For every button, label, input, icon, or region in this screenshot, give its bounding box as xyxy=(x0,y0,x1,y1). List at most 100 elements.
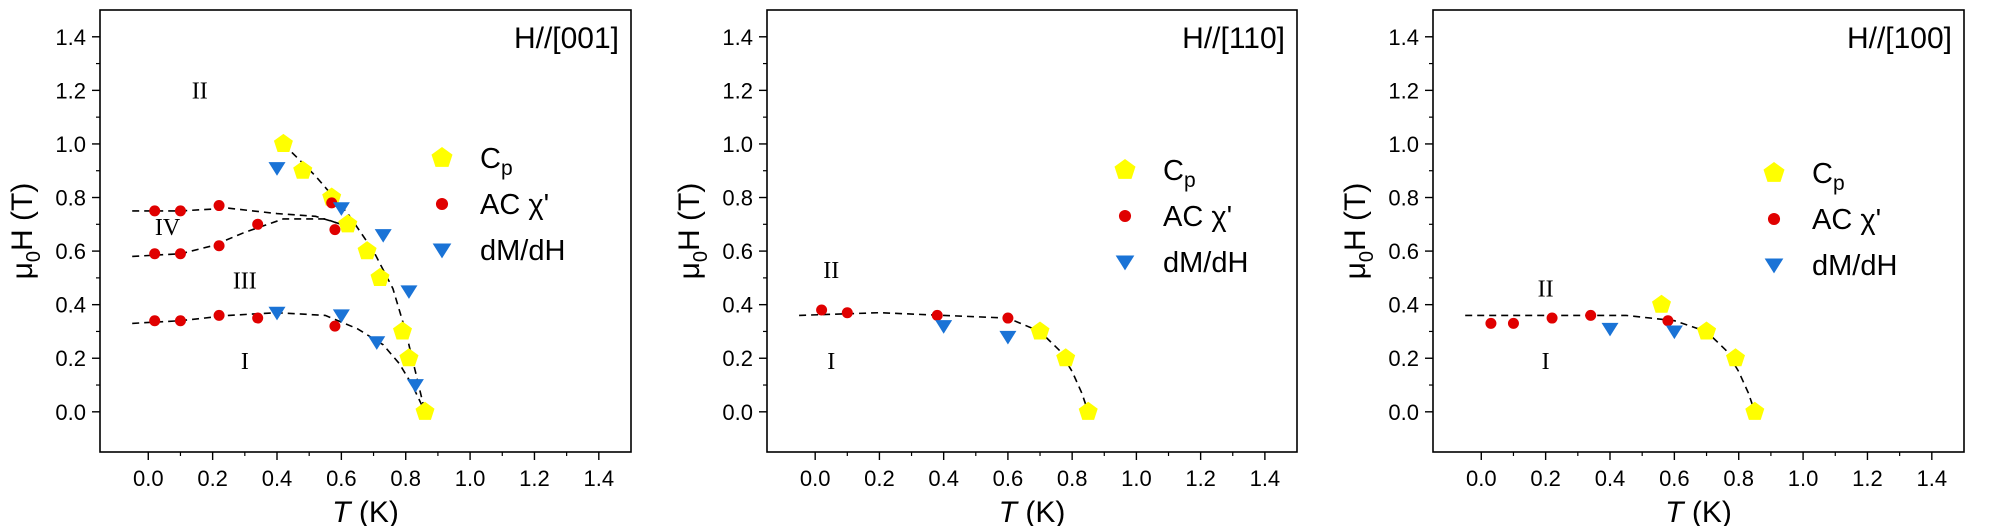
data-point-circle xyxy=(931,309,943,321)
y-tick-label: 0.6 xyxy=(722,239,753,264)
y-axis-subscript: 0 xyxy=(23,251,45,262)
y-axis-unit: H (T) xyxy=(673,183,706,251)
x-tick-label: 0.0 xyxy=(800,466,831,491)
data-point-pentagon xyxy=(338,214,358,233)
legend: Cp AC χ' dM/dH xyxy=(1114,155,1248,279)
y-tick-label: 1.0 xyxy=(1388,132,1419,157)
y-axis-subscript: 0 xyxy=(1356,251,1378,262)
data-point-triangle-down xyxy=(400,285,418,299)
legend-label-subscript: p xyxy=(1184,169,1196,192)
chart-panel-2: 0.0 0.0 0.2 0.2 0.4 0.4 0.6 0.6 0.8 0.8 1.0 1.0 1.2 1… xyxy=(673,9,1298,526)
data-point-triangle-down xyxy=(268,306,286,321)
data-point-triangle-down xyxy=(1665,325,1683,340)
legend-marker-pentagon xyxy=(1763,162,1785,182)
panel-title: H//[001] xyxy=(514,22,619,55)
y-tick-label: 0.2 xyxy=(55,346,86,371)
y-tick-label: 0.8 xyxy=(1388,186,1419,211)
y-tick-label: 0.8 xyxy=(55,186,86,211)
x-axis-label: T (K) xyxy=(332,496,399,526)
data-point-pentagon xyxy=(1726,348,1745,367)
y-tick-label: 1.0 xyxy=(722,132,753,157)
data-point-circle xyxy=(1546,312,1558,324)
data-point-triangle-down xyxy=(332,309,350,324)
plot-frame xyxy=(99,9,632,453)
x-tick-label: 0.4 xyxy=(928,466,959,491)
data-point-pentagon xyxy=(1745,401,1765,420)
data-point-circle xyxy=(213,240,225,252)
y-axis-unit: H (T) xyxy=(1339,183,1372,251)
x-axis-symbol: T xyxy=(999,496,1020,526)
x-tick-label: 0.0 xyxy=(1466,466,1497,491)
data-point-pentagon xyxy=(357,241,377,260)
x-tick-label: 0.4 xyxy=(262,466,293,491)
plot-frame xyxy=(1432,9,1965,453)
data-point-triangle-down xyxy=(999,330,1017,345)
legend-label: Cp xyxy=(480,143,513,180)
legend-marker-pentagon xyxy=(1114,159,1136,179)
x-tick-label: 0.2 xyxy=(197,466,228,491)
y-tick-label: 1.4 xyxy=(722,25,753,50)
data-point-circle xyxy=(174,205,186,217)
legend-marker-triangle-down xyxy=(432,243,452,259)
x-tick-label: 0.6 xyxy=(326,466,357,491)
x-axis-unit: (K) xyxy=(1017,496,1065,526)
data-point-triangle-down xyxy=(374,229,392,243)
legend-label: Cp xyxy=(1812,158,1845,195)
legend-label: AC χ' xyxy=(1163,201,1232,233)
data-point-pentagon xyxy=(399,348,419,367)
data-point-pentagon xyxy=(293,160,313,179)
x-tick-label: 0.8 xyxy=(390,466,421,491)
x-tick-label: 1.0 xyxy=(455,466,486,491)
y-tick-label: 0.8 xyxy=(722,186,753,211)
y-tick-label: 0.4 xyxy=(1388,293,1419,318)
data-point-pentagon xyxy=(393,321,412,340)
phase-boundary-line xyxy=(282,143,426,412)
legend-label-main: C xyxy=(1163,155,1184,187)
x-tick-label: 0.8 xyxy=(1723,466,1754,491)
x-tick-label: 0.8 xyxy=(1057,466,1088,491)
panel-title: H//[100] xyxy=(1847,22,1952,55)
phase-region-label: II xyxy=(192,78,208,104)
x-tick-label: 0.2 xyxy=(1530,466,1561,491)
plot-frame xyxy=(766,9,1298,453)
x-tick-label: 1.0 xyxy=(1121,466,1152,491)
data-point-circle xyxy=(174,315,186,327)
y-axis-symbol: μ xyxy=(1339,262,1372,279)
x-tick-label: 1.2 xyxy=(1852,466,1883,491)
x-tick-label: 1.2 xyxy=(1185,466,1216,491)
y-axis-subscript: 0 xyxy=(690,251,712,262)
x-tick-label: 1.2 xyxy=(519,466,550,491)
data-point-circle xyxy=(252,312,264,324)
x-tick-label: 0.4 xyxy=(1595,466,1626,491)
data-point-pentagon xyxy=(1056,348,1076,367)
x-tick-label: 1.4 xyxy=(584,466,615,491)
data-point-circle xyxy=(1002,312,1014,324)
y-tick-label: 0.6 xyxy=(1388,239,1419,264)
data-point-circle xyxy=(326,197,338,209)
x-tick-label: 0.2 xyxy=(864,466,895,491)
data-point-circle xyxy=(213,309,225,321)
y-tick-label: 0.0 xyxy=(1388,400,1419,425)
y-axis-label: μ0H (T) xyxy=(673,183,712,280)
legend-label: dM/dH xyxy=(1812,250,1897,282)
legend-label-subscript: p xyxy=(501,157,513,180)
x-axis-label: T (K) xyxy=(999,496,1066,526)
legend-marker-triangle-down xyxy=(1115,255,1135,271)
legend-label: AC χ' xyxy=(480,189,549,221)
y-tick-label: 1.2 xyxy=(722,78,753,103)
data-point-circle xyxy=(149,248,161,260)
data-point-circle xyxy=(841,307,853,319)
y-tick-label: 0.2 xyxy=(1388,346,1419,371)
legend-marker-circle xyxy=(1767,212,1781,226)
y-axis-label: μ0H (T) xyxy=(1339,183,1378,280)
x-axis-unit: (K) xyxy=(351,496,399,526)
x-tick-label: 0.6 xyxy=(993,466,1024,491)
x-axis-unit: (K) xyxy=(1684,496,1732,526)
chart-panel-3: 0.0 0.0 0.2 0.2 0.4 0.4 0.6 0.6 0.8 0.8 1.0 1.0 1.2 1… xyxy=(1339,9,1965,526)
x-axis-symbol: T xyxy=(332,496,353,526)
data-point-circle xyxy=(329,224,341,236)
y-tick-label: 1.4 xyxy=(55,25,86,50)
data-point-circle xyxy=(213,200,225,212)
phase-region-label: I xyxy=(827,349,835,375)
phase-region-label: I xyxy=(1542,349,1550,375)
